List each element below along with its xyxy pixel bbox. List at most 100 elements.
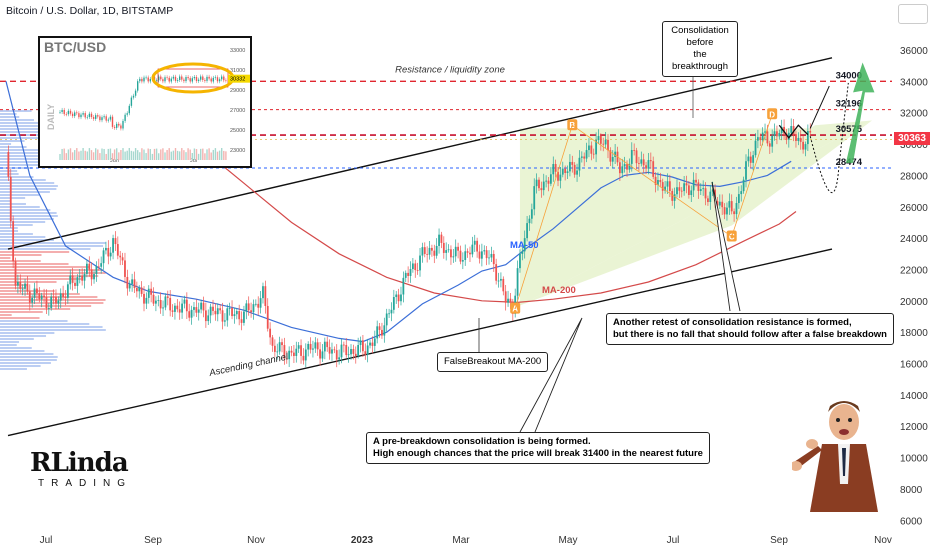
level-label: 30575 xyxy=(836,124,863,135)
candle-body xyxy=(247,303,250,311)
candle-body xyxy=(357,345,360,357)
inset-volume-bar xyxy=(206,149,208,160)
candle-body xyxy=(747,156,750,162)
candle-body xyxy=(716,201,719,206)
candle-body xyxy=(45,297,48,309)
candle-body xyxy=(47,308,50,309)
candle-body xyxy=(323,341,326,352)
chart-menu-button[interactable] xyxy=(898,4,928,24)
volume-profile-bar xyxy=(0,188,57,190)
volume-profile-bar xyxy=(0,125,55,127)
candle-body xyxy=(597,136,600,141)
x-axis-tick-label: Sep xyxy=(770,535,788,546)
pattern-point-label: A xyxy=(512,305,518,314)
inset-candle-body xyxy=(185,77,187,82)
volume-profile-bar xyxy=(0,200,11,202)
candle-body xyxy=(685,183,688,186)
volume-profile-bar xyxy=(0,212,57,214)
candle-body xyxy=(335,350,338,360)
y-axis-tick-label: 26000 xyxy=(900,203,928,214)
volume-profile-bar xyxy=(0,152,51,154)
inset-volume-bar xyxy=(74,150,76,160)
inset-candle-body xyxy=(111,116,114,127)
inset-volume-bar xyxy=(183,150,185,160)
candle-body xyxy=(699,189,702,191)
candle-body xyxy=(640,159,643,164)
candle-body xyxy=(300,345,302,356)
candle-body xyxy=(595,140,597,155)
candle-body xyxy=(573,164,576,175)
candle-body xyxy=(711,189,714,192)
candle-body xyxy=(316,342,319,350)
candle-body xyxy=(585,150,588,159)
inset-candle-body xyxy=(187,77,189,79)
candle-body xyxy=(221,310,224,322)
x-axis-tick-label: Nov xyxy=(874,535,892,546)
inset-volume-bar xyxy=(204,153,206,160)
volume-profile-bar xyxy=(0,155,57,157)
y-axis-tick-label: 24000 xyxy=(900,234,928,245)
candle-body xyxy=(433,250,436,256)
candle-body xyxy=(397,294,400,302)
candle-body xyxy=(478,251,481,259)
candle-body xyxy=(678,187,681,191)
candle-body xyxy=(768,143,771,147)
volume-profile-bar xyxy=(0,242,106,244)
y-axis-tick-label: 10000 xyxy=(900,454,928,465)
candle-body xyxy=(590,145,593,154)
callout-line: Another retest of consolidation resistan… xyxy=(613,317,852,328)
candle-body xyxy=(421,247,424,256)
candle-body xyxy=(224,320,226,322)
candle-body xyxy=(754,140,757,156)
inset-candle-body xyxy=(218,79,221,82)
candle-body xyxy=(278,342,281,352)
candle-body xyxy=(802,141,805,150)
candle-body xyxy=(235,311,238,315)
candle-body xyxy=(212,306,214,311)
candle-body xyxy=(664,186,666,191)
inset-volume-bar xyxy=(99,153,101,160)
candle-body xyxy=(438,234,440,246)
inset-candle-body xyxy=(80,114,82,118)
inset-candle-body xyxy=(76,112,78,114)
candle-body xyxy=(428,247,431,255)
candle-body xyxy=(642,159,645,166)
inset-volume-bar xyxy=(145,153,147,160)
pattern-point-marker xyxy=(767,108,778,120)
volume-profile-bar xyxy=(0,359,57,361)
candle-body xyxy=(352,349,355,354)
logo-name: RLinda xyxy=(30,448,129,478)
candle-body xyxy=(771,135,774,147)
inset-candle-body xyxy=(183,79,185,82)
inset-candle-body xyxy=(120,125,122,129)
candle-body xyxy=(164,296,167,308)
inset-volume-bar xyxy=(137,150,139,160)
candle-body xyxy=(293,352,295,356)
volume-profile-bar xyxy=(0,365,41,367)
inset-volume-bar xyxy=(212,149,214,160)
inset-volume-bar xyxy=(221,148,223,160)
candle-body xyxy=(414,263,417,271)
candle-body xyxy=(126,276,129,289)
volume-profile-bar xyxy=(0,248,91,250)
candle-body xyxy=(378,326,381,330)
candle-body xyxy=(254,303,257,305)
candle-body xyxy=(114,238,117,245)
candle-body xyxy=(162,307,164,309)
volume-profile-bar xyxy=(0,158,58,160)
candle-body xyxy=(726,207,728,215)
channel-upper-line xyxy=(7,57,833,250)
volume-profile-bar xyxy=(0,173,19,175)
candle-body xyxy=(250,310,252,313)
candle-body xyxy=(135,287,138,292)
candle-body xyxy=(102,250,105,264)
projection-arrow-up xyxy=(809,85,830,129)
volume-profile-bar xyxy=(0,227,18,229)
y-axis-tick-label: 32000 xyxy=(900,109,928,120)
inset-candle-body xyxy=(99,116,101,121)
candle-body xyxy=(668,181,671,191)
inset-candle-body xyxy=(113,126,116,128)
candle-body xyxy=(564,168,567,173)
candle-body xyxy=(295,348,298,356)
candle-body xyxy=(737,194,740,204)
